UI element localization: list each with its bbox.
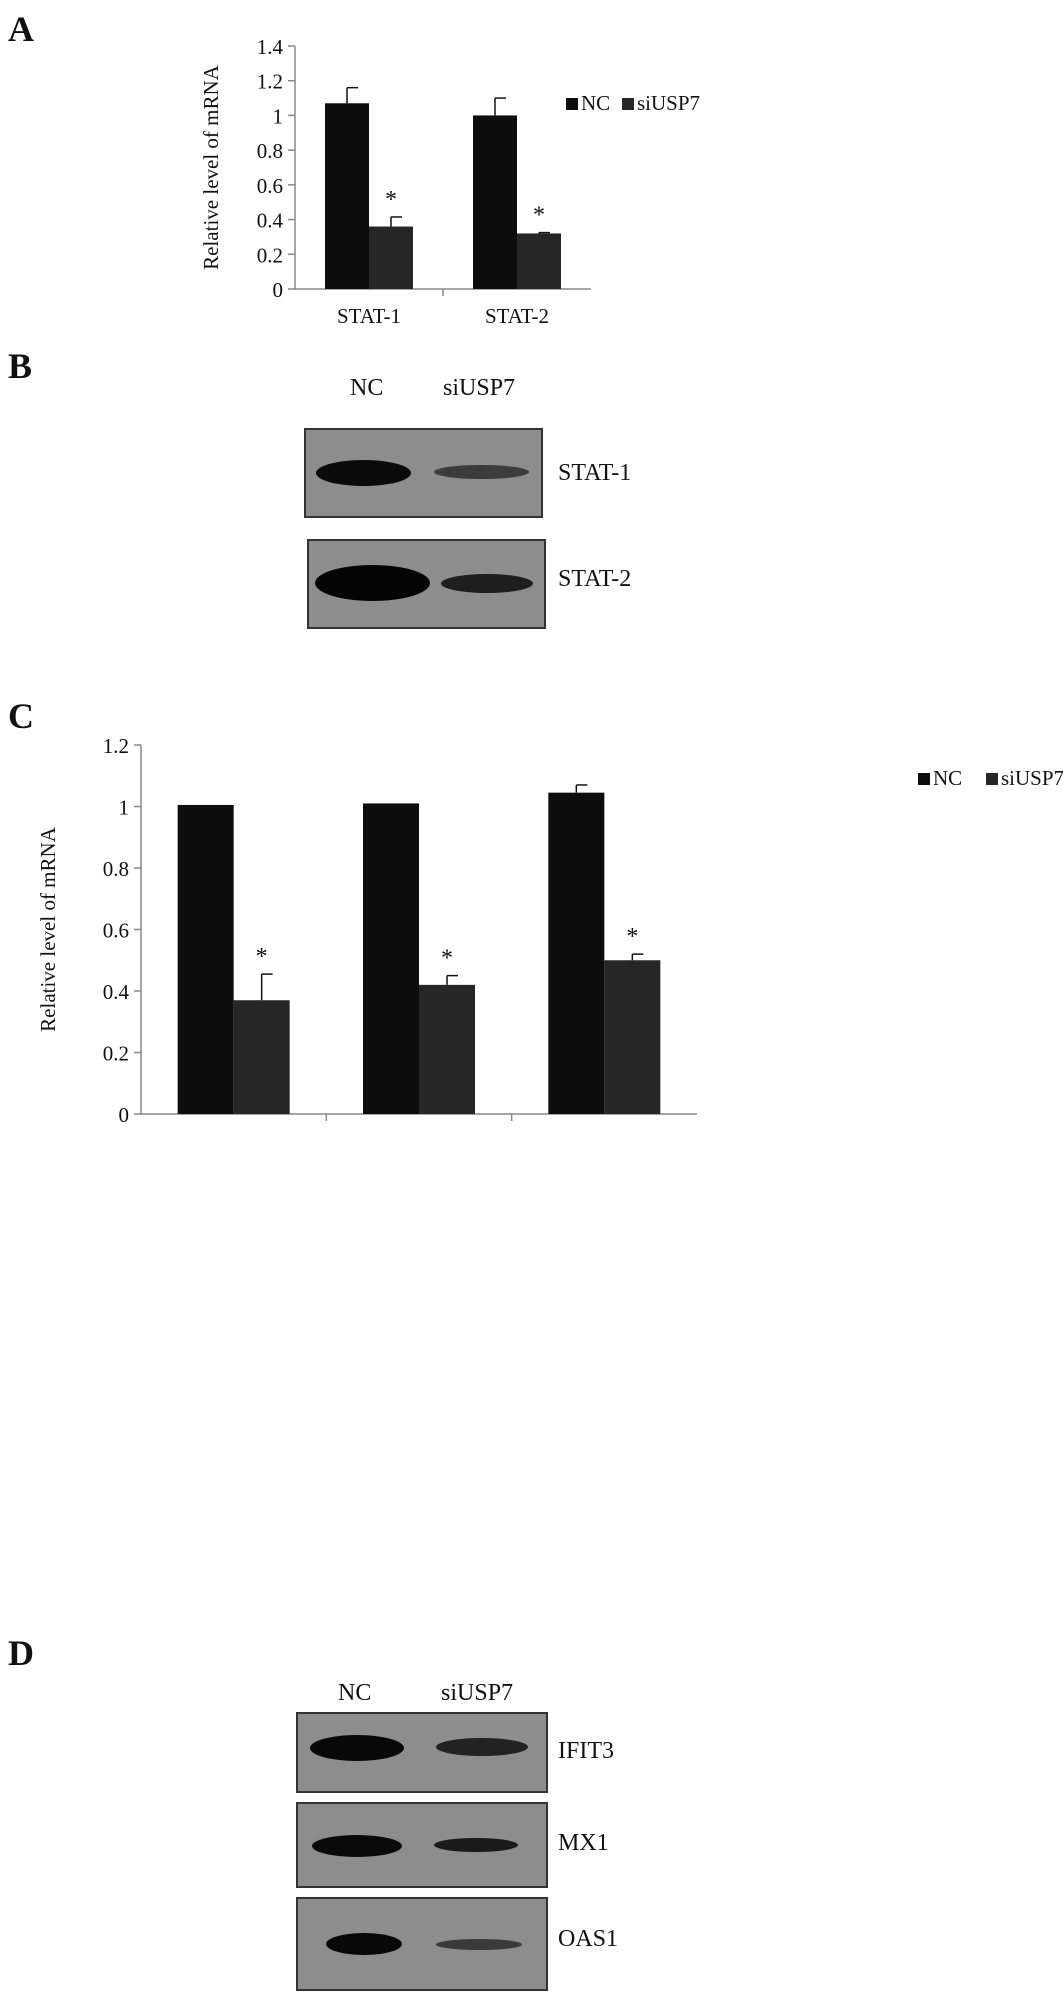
band-stat2-siusp7 — [441, 574, 533, 593]
band-ifit3-nc — [310, 1735, 404, 1761]
x-category-label: MX1 — [397, 1139, 441, 1140]
bar-siusp7 — [517, 233, 561, 289]
band-stat1-nc — [316, 460, 411, 486]
lane-label-siusp7: siUSP7 — [443, 375, 516, 401]
x-category-label: IFIT3 — [209, 1139, 258, 1140]
x-category-label: OAS1 — [578, 1139, 631, 1140]
legend-swatch-siusp7 — [622, 98, 634, 110]
chart-a: 0 0.2 0.4 0.6 0.8 1 1.2 1.4 Relative level of mR… — [199, 35, 700, 328]
y-tick-label: 0.2 — [257, 243, 283, 267]
y-tick-label: 0.4 — [257, 209, 284, 233]
band-mx1-nc — [312, 1835, 402, 1857]
blot-label-mx1: MX1 — [558, 1830, 609, 1856]
y-tick-label: 0 — [273, 278, 284, 302]
significance-marker: * — [385, 187, 397, 213]
significance-marker: * — [533, 203, 545, 229]
bar-siusp7 — [604, 960, 661, 1114]
legend-label-siusp7: siUSP7 — [1001, 766, 1063, 790]
legend-label-nc: NC — [933, 766, 962, 790]
legend-label-nc: NC — [581, 91, 610, 115]
panel-letter-d: D — [8, 1633, 34, 1673]
band-oas1-siusp7 — [436, 1939, 522, 1950]
blot-ifit3 — [296, 1712, 548, 1793]
bar-siusp7 — [419, 984, 475, 1114]
y-tick-label: 0.4 — [103, 980, 130, 1004]
y-tick-label: 1.2 — [257, 70, 283, 94]
blot-label-stat1: STAT-1 — [558, 460, 632, 486]
blot-mx1 — [296, 1802, 548, 1888]
bar-siusp7 — [369, 226, 413, 289]
blot-label-ifit3: IFIT3 — [558, 1738, 614, 1764]
legend-swatch-nc — [566, 98, 578, 110]
band-mx1-siusp7 — [434, 1838, 518, 1852]
y-tick-label: 1 — [119, 796, 130, 820]
legend-swatch-nc — [918, 773, 930, 785]
bar-nc — [363, 803, 419, 1114]
blot-stat1 — [304, 428, 543, 518]
bar-nc — [548, 792, 605, 1114]
band-stat2-nc — [315, 565, 430, 601]
chart-c: 0 0.2 0.4 0.6 0.8 1 1.2 Relative level of mRNA I… — [36, 734, 1063, 1140]
y-tick-label: 1.4 — [257, 35, 284, 59]
significance-marker: * — [441, 946, 453, 972]
lane-label-siusp7: siUSP7 — [441, 1680, 514, 1706]
panel-letter-c: C — [8, 696, 34, 736]
y-axis-title: Relative level of mRNA — [36, 826, 60, 1032]
blot-stat2 — [307, 539, 546, 629]
significance-marker: * — [626, 924, 638, 950]
x-category-label: STAT-2 — [485, 304, 549, 328]
bar-nc — [177, 804, 234, 1114]
y-axis-title: Relative level of mRNA — [199, 64, 223, 270]
bar-nc — [325, 103, 369, 290]
legend-label-siusp7: siUSP7 — [637, 91, 700, 115]
y-tick-label: 0.2 — [103, 1042, 129, 1066]
y-tick-label: 1 — [273, 104, 284, 128]
blot-oas1 — [296, 1897, 548, 1991]
y-tick-label: 0 — [119, 1103, 130, 1127]
bar-nc — [473, 115, 517, 289]
y-tick-label: 1.2 — [103, 734, 129, 758]
band-oas1-nc — [326, 1933, 402, 1955]
y-tick-label: 0.8 — [103, 857, 129, 881]
blot-label-oas1: OAS1 — [558, 1926, 619, 1952]
bar-siusp7 — [233, 1000, 290, 1114]
panel-letter-b: B — [8, 346, 33, 386]
blot-label-stat2: STAT-2 — [558, 566, 632, 592]
y-tick-label: 0.6 — [103, 919, 129, 943]
band-ifit3-siusp7 — [436, 1738, 528, 1756]
lane-label-nc: NC — [350, 375, 384, 401]
legend-swatch-siusp7 — [986, 773, 998, 785]
lane-label-nc: NC — [338, 1680, 372, 1706]
x-category-label: STAT-1 — [337, 304, 401, 328]
significance-marker: * — [256, 944, 268, 970]
y-tick-label: 0.8 — [257, 139, 283, 163]
y-tick-label: 0.6 — [257, 174, 283, 198]
band-stat1-siusp7 — [434, 465, 529, 479]
panel-letter-a: A — [8, 9, 34, 49]
